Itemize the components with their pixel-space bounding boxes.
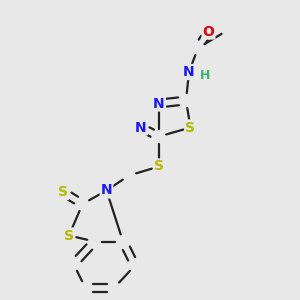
- Text: N: N: [183, 65, 195, 79]
- Text: N: N: [153, 97, 165, 110]
- Text: S: S: [58, 185, 68, 199]
- Text: H: H: [200, 69, 211, 82]
- Text: O: O: [202, 25, 214, 38]
- Text: N: N: [101, 184, 112, 197]
- Text: S: S: [185, 121, 196, 134]
- Text: N: N: [135, 121, 147, 134]
- Text: S: S: [64, 229, 74, 242]
- Text: H: H: [200, 69, 211, 82]
- Text: S: S: [154, 160, 164, 173]
